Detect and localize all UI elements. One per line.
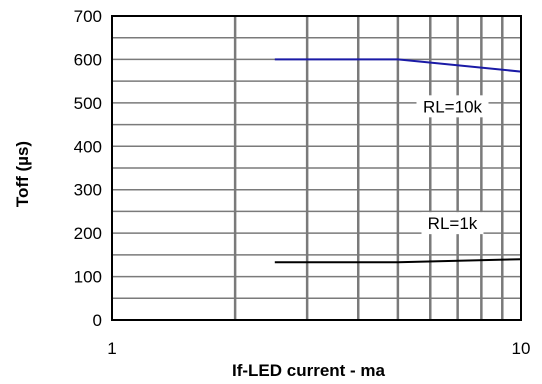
- y-axis-title: Toff (µs): [13, 141, 32, 207]
- y-tick-labels: 0 100 200 300 400 500 600 700: [74, 7, 102, 330]
- plot-frame: [111, 15, 522, 321]
- series-line: [274, 58, 522, 73]
- annotation-background: [421, 212, 484, 235]
- y-tick-label: 600: [74, 50, 102, 69]
- series-lines: [274, 58, 522, 264]
- y-tick-label: 200: [74, 224, 102, 243]
- annotation-label: RL=10k: [423, 97, 483, 116]
- y-tick-label: 100: [74, 268, 102, 287]
- y-tick-label: 0: [93, 311, 102, 330]
- x-tick-labels: 1 10: [107, 339, 530, 358]
- annotation-background: [416, 95, 489, 118]
- series-line: [274, 258, 522, 264]
- annotation-label: RL=1k: [428, 214, 478, 233]
- y-tick-label: 300: [74, 181, 102, 200]
- annotations: RL=10k RL=1k: [416, 95, 489, 235]
- x-tick-label: 1: [107, 339, 116, 358]
- y-tick-label: 700: [74, 7, 102, 26]
- x-axis-title: If-LED current - ma: [232, 361, 386, 380]
- x-tick-label: 10: [512, 339, 531, 358]
- y-tick-label: 500: [74, 94, 102, 113]
- grid: [112, 16, 521, 320]
- y-tick-label: 400: [74, 137, 102, 156]
